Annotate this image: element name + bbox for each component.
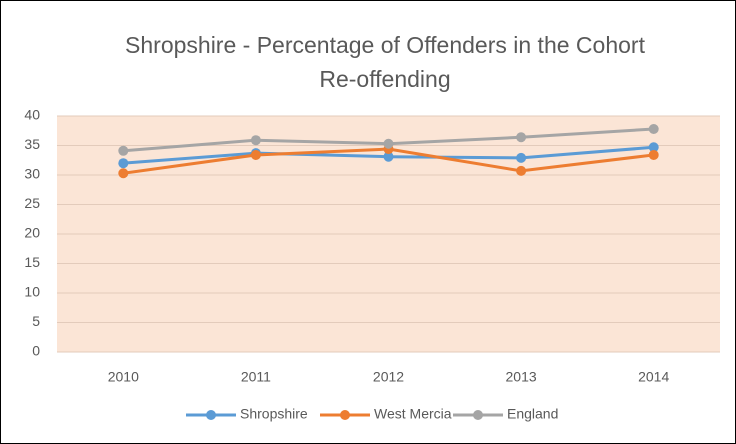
data-point xyxy=(516,152,527,163)
y-tick-label: 40 xyxy=(24,107,40,123)
data-point xyxy=(383,138,394,149)
data-point xyxy=(118,145,129,156)
legend-label: England xyxy=(507,406,558,422)
y-tick-label: 20 xyxy=(24,225,40,241)
data-point xyxy=(250,135,261,146)
y-tick-label: 35 xyxy=(24,136,40,152)
legend-label: West Mercia xyxy=(374,406,452,422)
x-tick-label: 2010 xyxy=(108,369,139,385)
y-tick-label: 10 xyxy=(24,284,40,300)
data-point xyxy=(648,123,659,134)
y-tick-label: 25 xyxy=(24,195,40,211)
legend-swatch-dot xyxy=(340,410,350,420)
data-point xyxy=(118,168,129,179)
data-point xyxy=(516,165,527,176)
data-point xyxy=(648,149,659,160)
y-tick-label: 0 xyxy=(32,343,40,359)
y-tick-label: 30 xyxy=(24,166,40,182)
legend-label: Shropshire xyxy=(240,406,308,422)
x-tick-label: 2014 xyxy=(638,369,669,385)
x-tick-label: 2012 xyxy=(373,369,404,385)
data-point xyxy=(383,151,394,162)
data-point xyxy=(516,132,527,143)
y-tick-label: 5 xyxy=(32,313,40,329)
legend-swatch-dot xyxy=(473,410,483,420)
chart-title: Shropshire - Percentage of Offenders in … xyxy=(125,32,645,92)
y-tick-label: 15 xyxy=(24,254,40,270)
data-point xyxy=(118,158,129,169)
x-tick-label: 2011 xyxy=(241,369,271,385)
data-point xyxy=(250,149,261,160)
data-point xyxy=(648,142,659,153)
legend-swatch-dot xyxy=(206,410,216,420)
x-tick-label: 2013 xyxy=(506,369,537,385)
